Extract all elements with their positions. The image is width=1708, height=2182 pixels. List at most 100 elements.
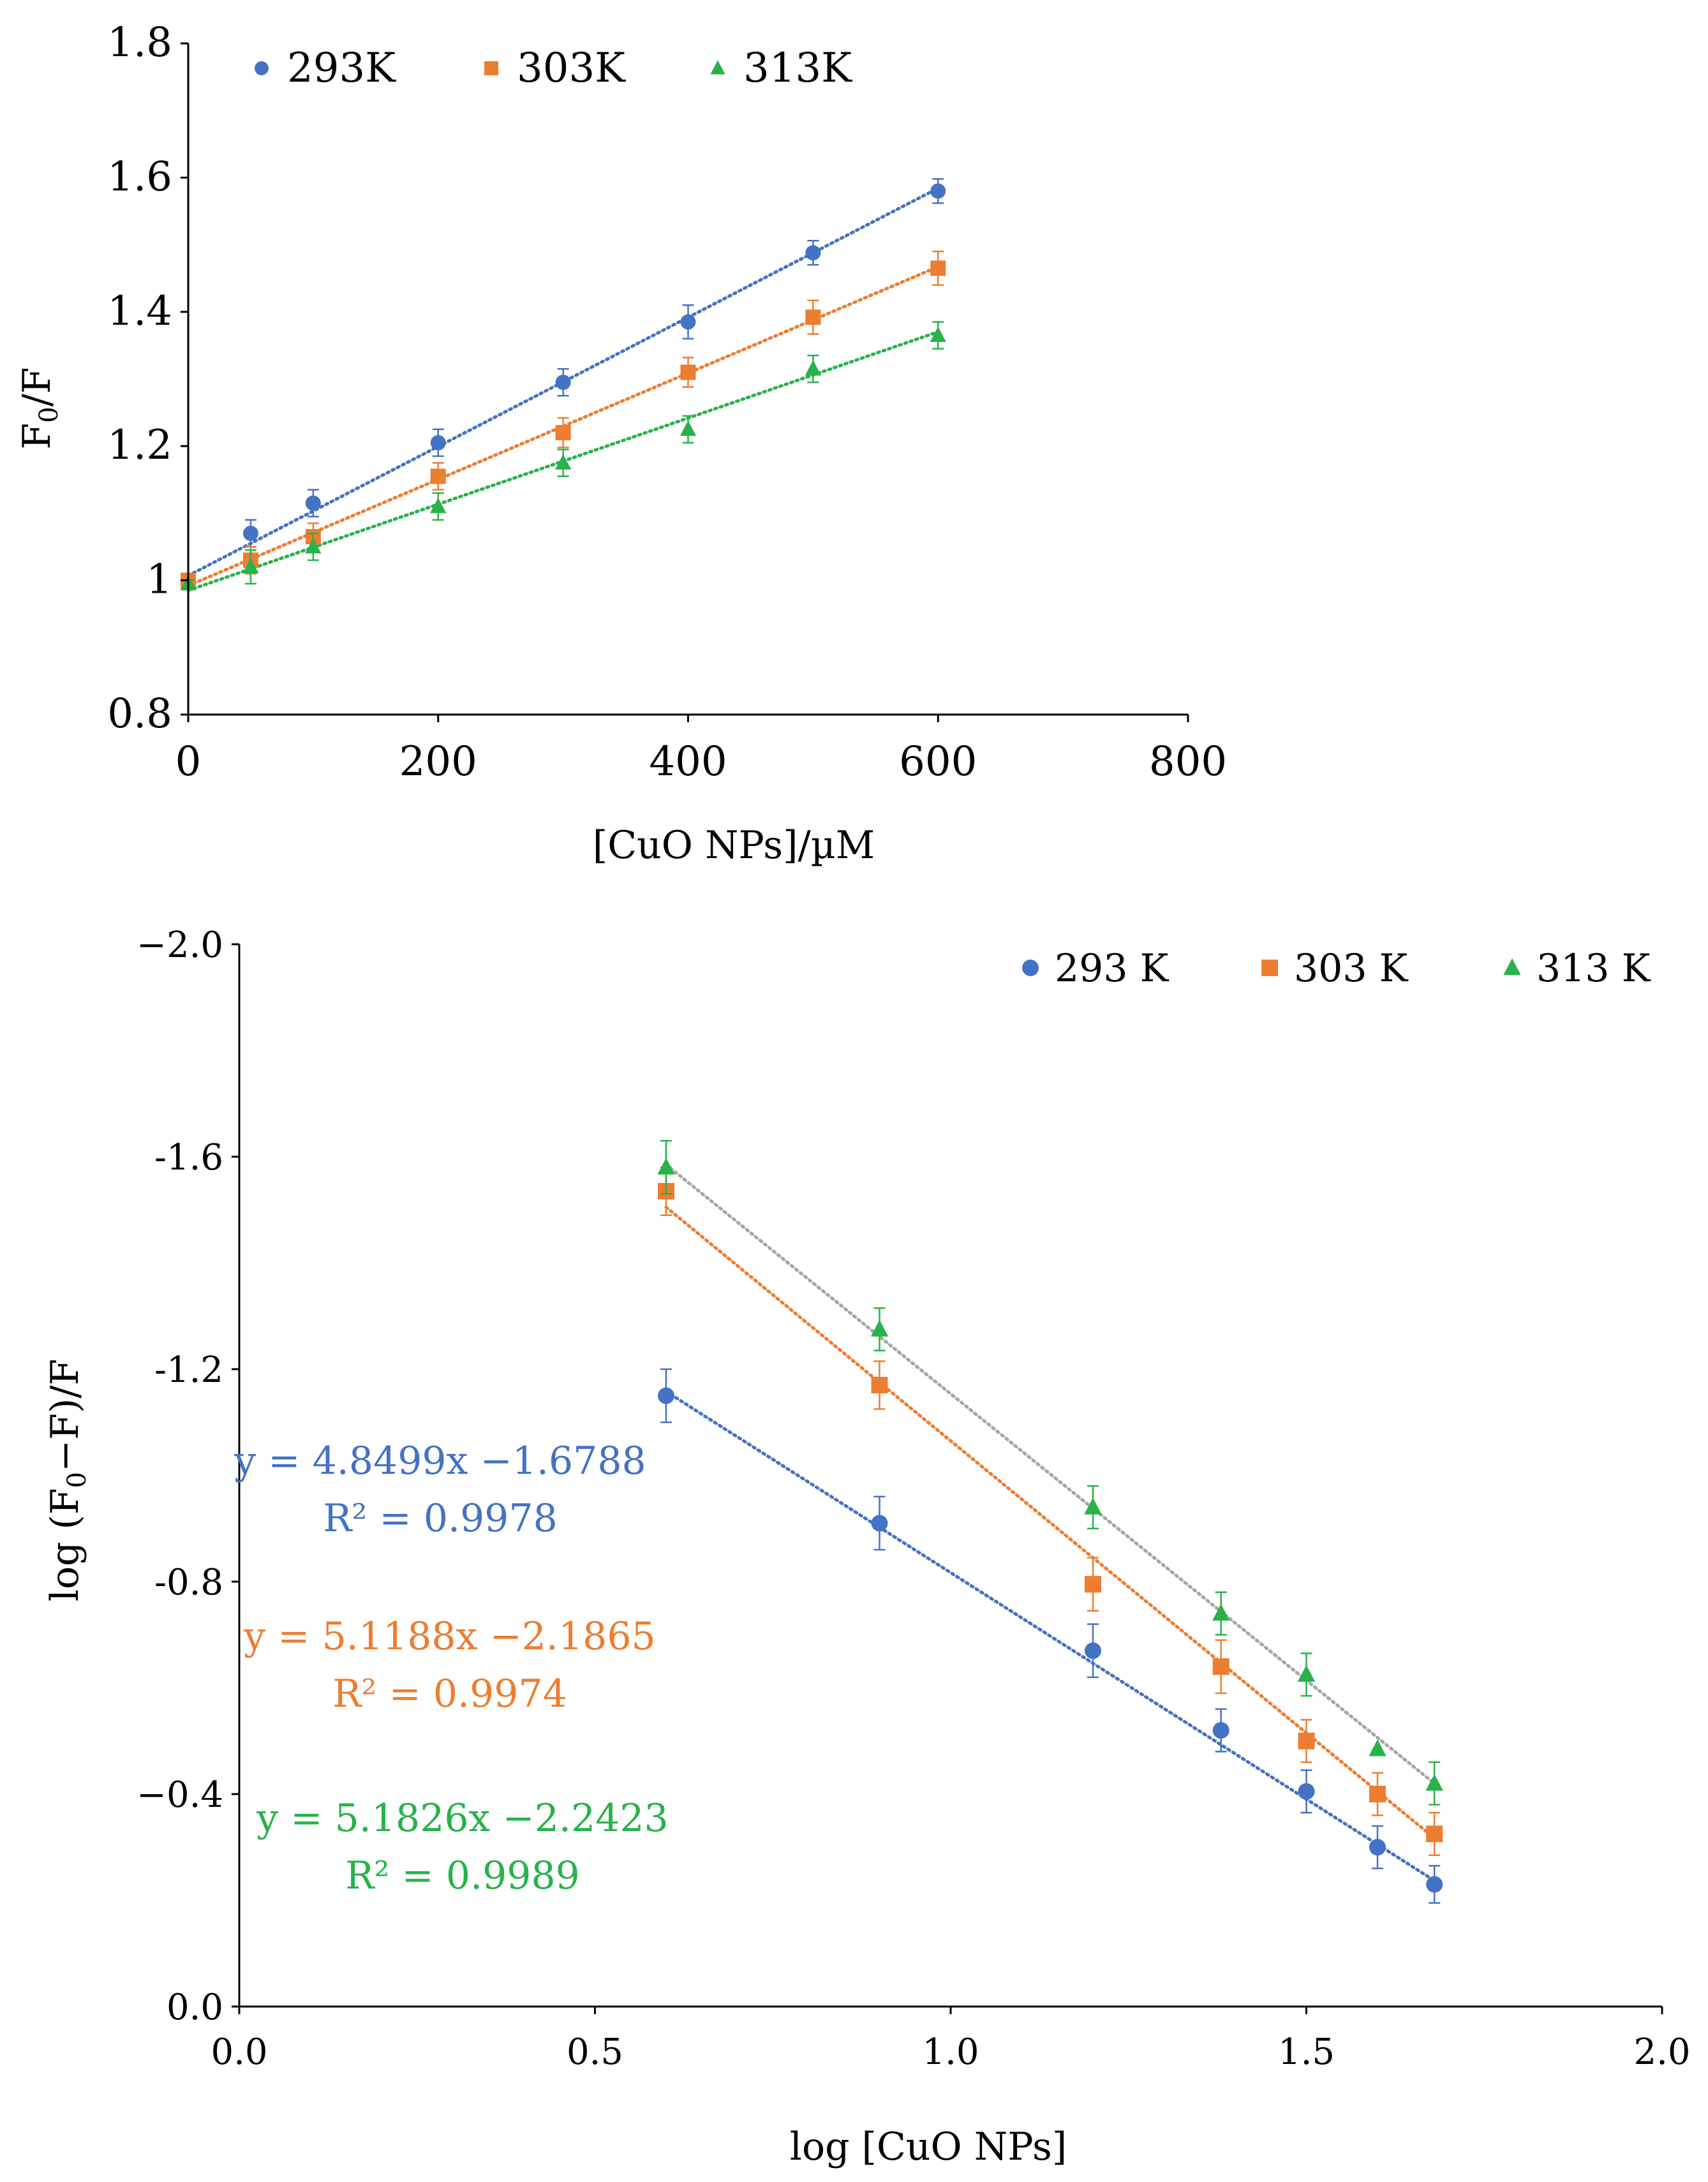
chart-2-equation-313k: y = 5.1826x −2.2423 — [256, 1796, 668, 1841]
chart-2-point-293k — [658, 1387, 674, 1404]
chart-2-fits — [664, 1162, 1436, 1883]
chart-1-point-293k — [305, 495, 321, 511]
chart-2-legend-marker-293k — [1022, 960, 1039, 976]
chart-1-legend-marker-313k — [710, 60, 725, 75]
chart-1-x-tick-label: 600 — [899, 738, 977, 785]
chart-2-point-293k — [1369, 1839, 1386, 1856]
chart-2-legend-marker-303k — [1261, 960, 1278, 976]
chart-1-point-313k — [555, 454, 572, 470]
chart-1-point-303k — [555, 425, 571, 441]
chart-2-points — [657, 1139, 1443, 1904]
chart-1-point-303k — [805, 309, 821, 325]
chart-2-y-axis-label: log (F0−F)/F — [43, 1359, 92, 1601]
chart-2-y-tick-label: -1.2 — [154, 1349, 223, 1391]
chart-2-x-tick-label: 1.0 — [922, 2031, 979, 2073]
chart-1-axes: 0 200 400 600 800 0.8 1 1.2 1.4 1.6 1.8 — [107, 19, 1227, 785]
chart-2-y-tick-label: -0.8 — [154, 1562, 223, 1603]
chart-1-y-tick-label: 0.8 — [107, 690, 172, 738]
chart-1-point-303k — [430, 468, 446, 484]
chart-2-trendline-303k — [664, 1205, 1436, 1840]
chart-2-r-squared-293k: R² = 0.9978 — [323, 1496, 558, 1541]
chart-1-legend-label-313k: 313K — [743, 45, 852, 92]
chart-2-point-303k — [871, 1376, 888, 1393]
chart-2-point-293k — [1298, 1783, 1315, 1800]
chart-1-y-tick-label: 1.2 — [107, 422, 172, 469]
chart-1-points — [180, 178, 946, 591]
chart-2-r-squared-303k: R² = 0.9974 — [332, 1672, 567, 1716]
chart-2-trendline-313k — [664, 1162, 1436, 1785]
chart-2-point-303k — [1298, 1732, 1315, 1749]
chart-2-y-tick-label: −0.4 — [137, 1774, 223, 1816]
chart-1-y-tick-label: 1 — [146, 556, 172, 604]
chart-2-ylabel-main: log (F — [43, 1488, 87, 1601]
chart-1-x-tick-label: 800 — [1149, 738, 1227, 785]
chart-1-legend-marker-293k — [255, 61, 269, 75]
chart-1-point-313k — [430, 498, 447, 514]
chart-1-y-tick-label: 1.4 — [107, 288, 172, 335]
chart-2-legend-label-303k: 303 K — [1294, 946, 1409, 991]
chart-1-point-303k — [680, 364, 696, 380]
chart-1-x-tick-label: 0 — [175, 738, 202, 785]
chart-2-ylabel-sub: 0 — [63, 1472, 92, 1488]
chart-2-point-293k — [871, 1515, 888, 1532]
chart-1-point-293k — [555, 375, 571, 390]
chart-2-log-plot: 0.0 0.5 1.0 1.5 2.0 0.0 −0.4 -0.8 -1.2 -1.6 −2.0 2… — [43, 924, 1691, 2169]
chart-2-point-313k — [657, 1157, 675, 1175]
chart-1-y-axis-label: F0/F — [15, 367, 64, 450]
chart-2-x-tick-label: 1.5 — [1278, 2031, 1335, 2073]
chart-2-point-293k — [1212, 1722, 1229, 1739]
chart-1-point-293k — [930, 183, 946, 199]
chart-2-legend: 293 K 303 K 313 K — [1022, 946, 1651, 991]
chart-1-point-293k — [680, 314, 696, 330]
chart-2-legend-label-293k: 293 K — [1055, 946, 1170, 991]
chart-1-x-tick-label: 400 — [649, 738, 727, 785]
chart-2-point-303k — [1085, 1576, 1101, 1593]
chart-2-point-303k — [1212, 1658, 1229, 1675]
chart-1-y-tick-label: 1.8 — [107, 19, 172, 66]
chart-2-x-tick-label: 0.5 — [567, 2031, 623, 2073]
chart-1-point-293k — [805, 245, 821, 261]
chart-2-point-313k — [1084, 1497, 1102, 1515]
chart-2-r-squared-313k: R² = 0.9989 — [345, 1853, 580, 1898]
chart-2-point-313k — [1369, 1739, 1386, 1756]
chart-1-legend: 293K 303K 313K — [255, 45, 852, 92]
chart-1-x-axis-label: [CuO NPs]/µM — [593, 823, 875, 868]
chart-2-x-tick-label: 2.0 — [1633, 2031, 1690, 2073]
chart-1-ylabel-tail: /F — [15, 367, 59, 407]
chart-2-legend-marker-313k — [1503, 958, 1521, 976]
chart-1-point-313k — [242, 558, 259, 574]
chart-2-axes: 0.0 0.5 1.0 1.5 2.0 0.0 −0.4 -0.8 -1.2 -1.6 −2.0 — [137, 924, 1691, 2073]
chart-2-point-313k — [870, 1319, 889, 1337]
chart-2-y-tick-label: 0.0 — [167, 1987, 223, 2028]
chart-1-fluorescence-ratio: 0 200 400 600 800 0.8 1 1.2 1.4 1.6 1.8 293K 303K 31… — [15, 19, 1227, 868]
chart-1-point-313k — [305, 538, 322, 554]
chart-1-point-293k — [242, 525, 258, 541]
chart-1-point-313k — [805, 360, 821, 376]
chart-2-point-303k — [1426, 1825, 1443, 1843]
chart-2-point-303k — [1369, 1786, 1386, 1802]
chart-2-y-tick-label: -1.6 — [154, 1137, 223, 1178]
chart-2-point-313k — [1425, 1774, 1443, 1791]
chart-2-x-axis-label: log [CuO NPs] — [790, 2125, 1067, 2169]
chart-1-point-313k — [930, 326, 946, 342]
chart-1-point-303k — [930, 260, 946, 276]
chart-1-x-tick-label: 200 — [399, 738, 477, 785]
chart-1-legend-label-303k: 303K — [517, 45, 626, 92]
chart-1-point-293k — [430, 434, 446, 450]
chart-2-equations: y = 4.8499x −1.6788 R² = 0.9978 y = 5.1188… — [234, 1439, 668, 1898]
chart-1-legend-marker-303k — [484, 61, 498, 75]
chart-2-point-293k — [1426, 1876, 1443, 1893]
chart-1-point-313k — [679, 420, 697, 436]
chart-1-ylabel-main: F — [15, 423, 59, 450]
chart-2-y-tick-label: −2.0 — [137, 924, 223, 966]
chart-2-x-tick-label: 0.0 — [211, 2031, 267, 2073]
chart-1-ylabel-sub: 0 — [34, 406, 64, 422]
chart-1-legend-label-293k: 293K — [287, 45, 396, 92]
chart-2-point-293k — [1085, 1642, 1101, 1659]
chart-2-ylabel-tail: −F)/F — [43, 1359, 87, 1472]
chart-1-y-tick-label: 1.6 — [107, 153, 172, 200]
chart-2-point-313k — [1297, 1665, 1316, 1682]
chart-2-legend-label-313k: 313 K — [1536, 946, 1651, 991]
chart-2-equation-303k: y = 5.1188x −2.1865 — [243, 1614, 655, 1659]
